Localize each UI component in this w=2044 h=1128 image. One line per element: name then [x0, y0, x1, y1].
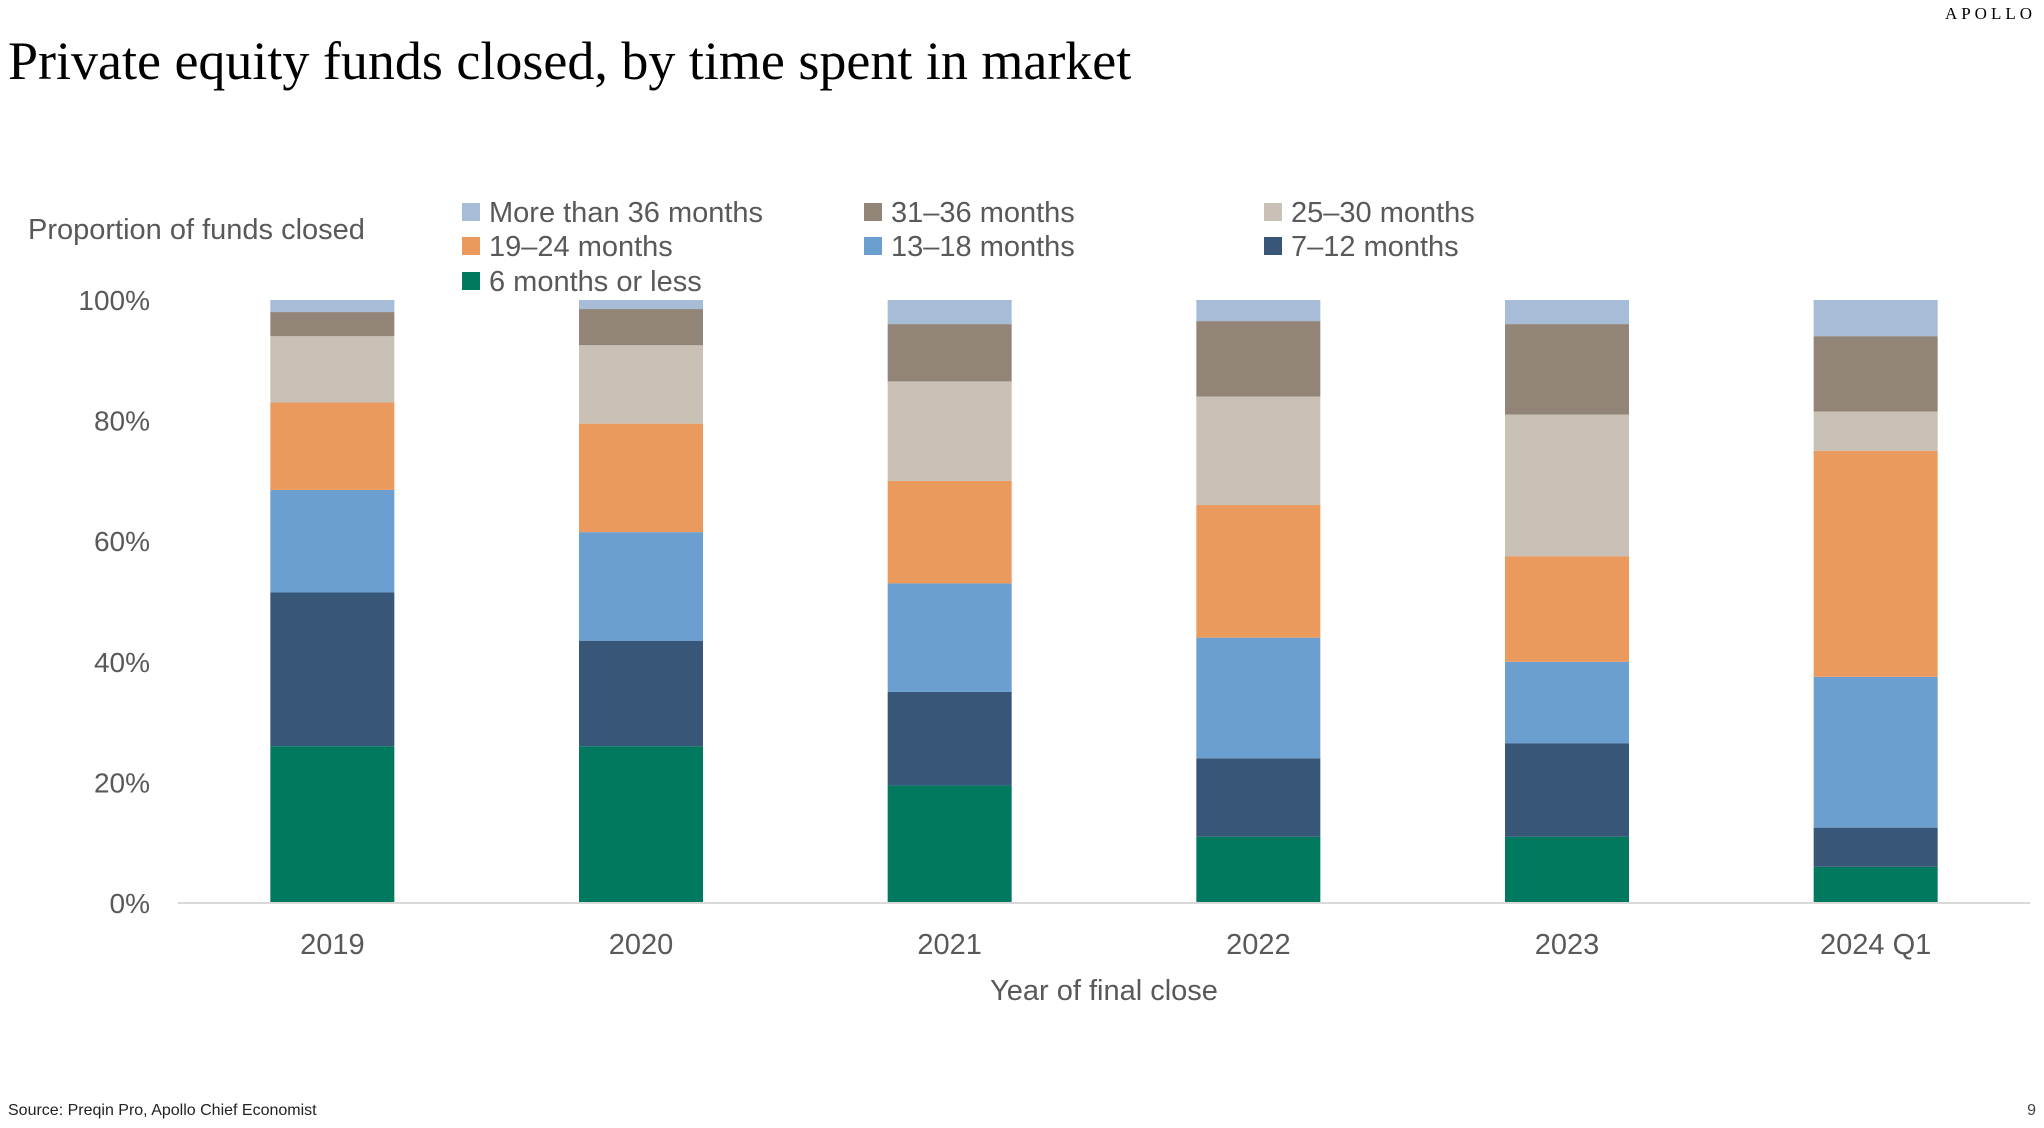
source-note: Source: Preqin Pro, Apollo Chief Economi…	[8, 1102, 317, 1119]
bar-segment	[1813, 411, 1938, 451]
legend-label: 19–24 months	[489, 231, 673, 263]
page-number: 9	[2027, 1102, 2036, 1119]
bar-segment	[887, 300, 1012, 325]
bar-segment	[270, 336, 395, 403]
bar-segment	[887, 785, 1012, 903]
bar-segment	[270, 746, 395, 903]
bar-segment	[1813, 676, 1938, 828]
legend-swatch	[462, 237, 480, 255]
x-tick-label: 2023	[1535, 929, 1600, 961]
legend-swatch	[462, 272, 480, 290]
x-tick-label: 2021	[917, 929, 982, 961]
legend-label: 31–36 months	[891, 197, 1075, 229]
bar-segment	[1196, 637, 1321, 759]
bar-segment	[1196, 758, 1321, 837]
bar-segment	[1505, 324, 1629, 415]
y-axis: 0% 20% 40% 60% 80% 100%	[78, 285, 150, 919]
x-axis: 2019 2020 2021 2022 2023 2024 Q1	[178, 902, 2030, 961]
x-tick-label: 2020	[609, 929, 674, 961]
bar-segment	[1813, 450, 1938, 677]
bar-segment	[270, 592, 395, 747]
bar-segment	[887, 691, 1012, 786]
chart-legend: More than 36 months 31–36 months 25–30 mon…	[462, 197, 1475, 298]
bar-segment	[579, 309, 703, 346]
y-tick-label: 100%	[78, 285, 150, 316]
legend-label: 7–12 months	[1291, 231, 1459, 263]
x-axis-title: Year of final close	[990, 975, 1218, 1007]
legend-swatch	[864, 203, 882, 221]
bar-segment	[270, 489, 395, 593]
bar-segment	[887, 381, 1012, 481]
legend-label: 25–30 months	[1291, 197, 1475, 229]
legend-swatch	[1264, 203, 1282, 221]
bar-segment	[887, 324, 1012, 382]
bar-segment	[1813, 336, 1938, 412]
bar-segment	[1813, 866, 1938, 903]
bar-segment	[579, 300, 703, 310]
bar-segment	[579, 423, 703, 533]
legend-label: 13–18 months	[891, 231, 1075, 263]
legend-label: 6 months or less	[489, 266, 702, 298]
bar-segment	[579, 640, 703, 747]
y-tick-label: 40%	[94, 647, 150, 678]
bar-segment	[887, 583, 1012, 692]
bar-segment	[270, 312, 395, 337]
x-tick-label: 2022	[1226, 929, 1291, 961]
bar-segment	[887, 480, 1012, 584]
bar-segment	[1505, 414, 1629, 557]
bar-segment	[579, 345, 703, 424]
bar-segment	[1196, 396, 1321, 506]
bar-segment	[270, 402, 395, 490]
bar-segment	[1505, 661, 1629, 744]
bar-segment	[1505, 743, 1629, 837]
y-tick-label: 0%	[110, 888, 150, 919]
bar-segment	[1505, 556, 1629, 662]
y-tick-label: 20%	[94, 767, 150, 798]
bar-segment	[1505, 836, 1629, 903]
y-tick-label: 80%	[94, 406, 150, 437]
bar-segment	[1196, 836, 1321, 903]
legend-label: More than 36 months	[489, 197, 763, 229]
bar-segment	[1505, 300, 1629, 325]
bar-segment	[1813, 827, 1938, 867]
bars-group	[270, 300, 1938, 903]
legend-swatch	[864, 237, 882, 255]
legend-swatch	[462, 203, 480, 221]
brand-logo: APOLLO	[1944, 4, 2036, 23]
x-tick-label: 2024 Q1	[1820, 929, 1931, 961]
bar-segment	[1196, 300, 1321, 322]
y-axis-title: Proportion of funds closed	[28, 214, 365, 246]
x-tick-label: 2019	[300, 929, 365, 961]
bar-segment	[579, 532, 703, 641]
bar-segment	[1196, 321, 1321, 397]
page-title: Private equity funds closed, by time spe…	[8, 31, 1132, 91]
bar-segment	[579, 746, 703, 903]
legend-swatch	[1264, 237, 1282, 255]
y-tick-label: 60%	[94, 526, 150, 557]
bar-segment	[1813, 300, 1938, 337]
bar-segment	[270, 300, 395, 313]
bar-segment	[1196, 505, 1321, 638]
